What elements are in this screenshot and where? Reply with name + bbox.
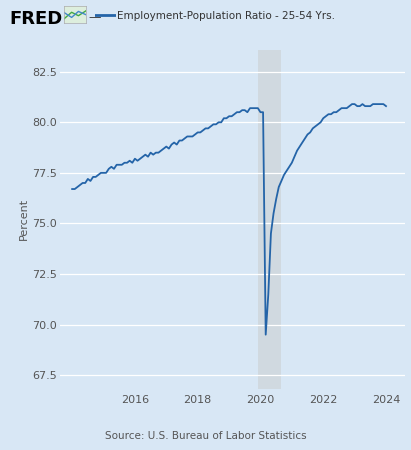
Bar bbox=[258, 50, 282, 389]
Text: Employment-Population Ratio - 25-54 Yrs.: Employment-Population Ratio - 25-54 Yrs. bbox=[117, 11, 335, 21]
Y-axis label: Percent: Percent bbox=[19, 198, 29, 240]
Text: —: — bbox=[88, 11, 101, 24]
Text: Source: U.S. Bureau of Labor Statistics: Source: U.S. Bureau of Labor Statistics bbox=[105, 431, 306, 441]
Text: FRED: FRED bbox=[9, 10, 62, 28]
